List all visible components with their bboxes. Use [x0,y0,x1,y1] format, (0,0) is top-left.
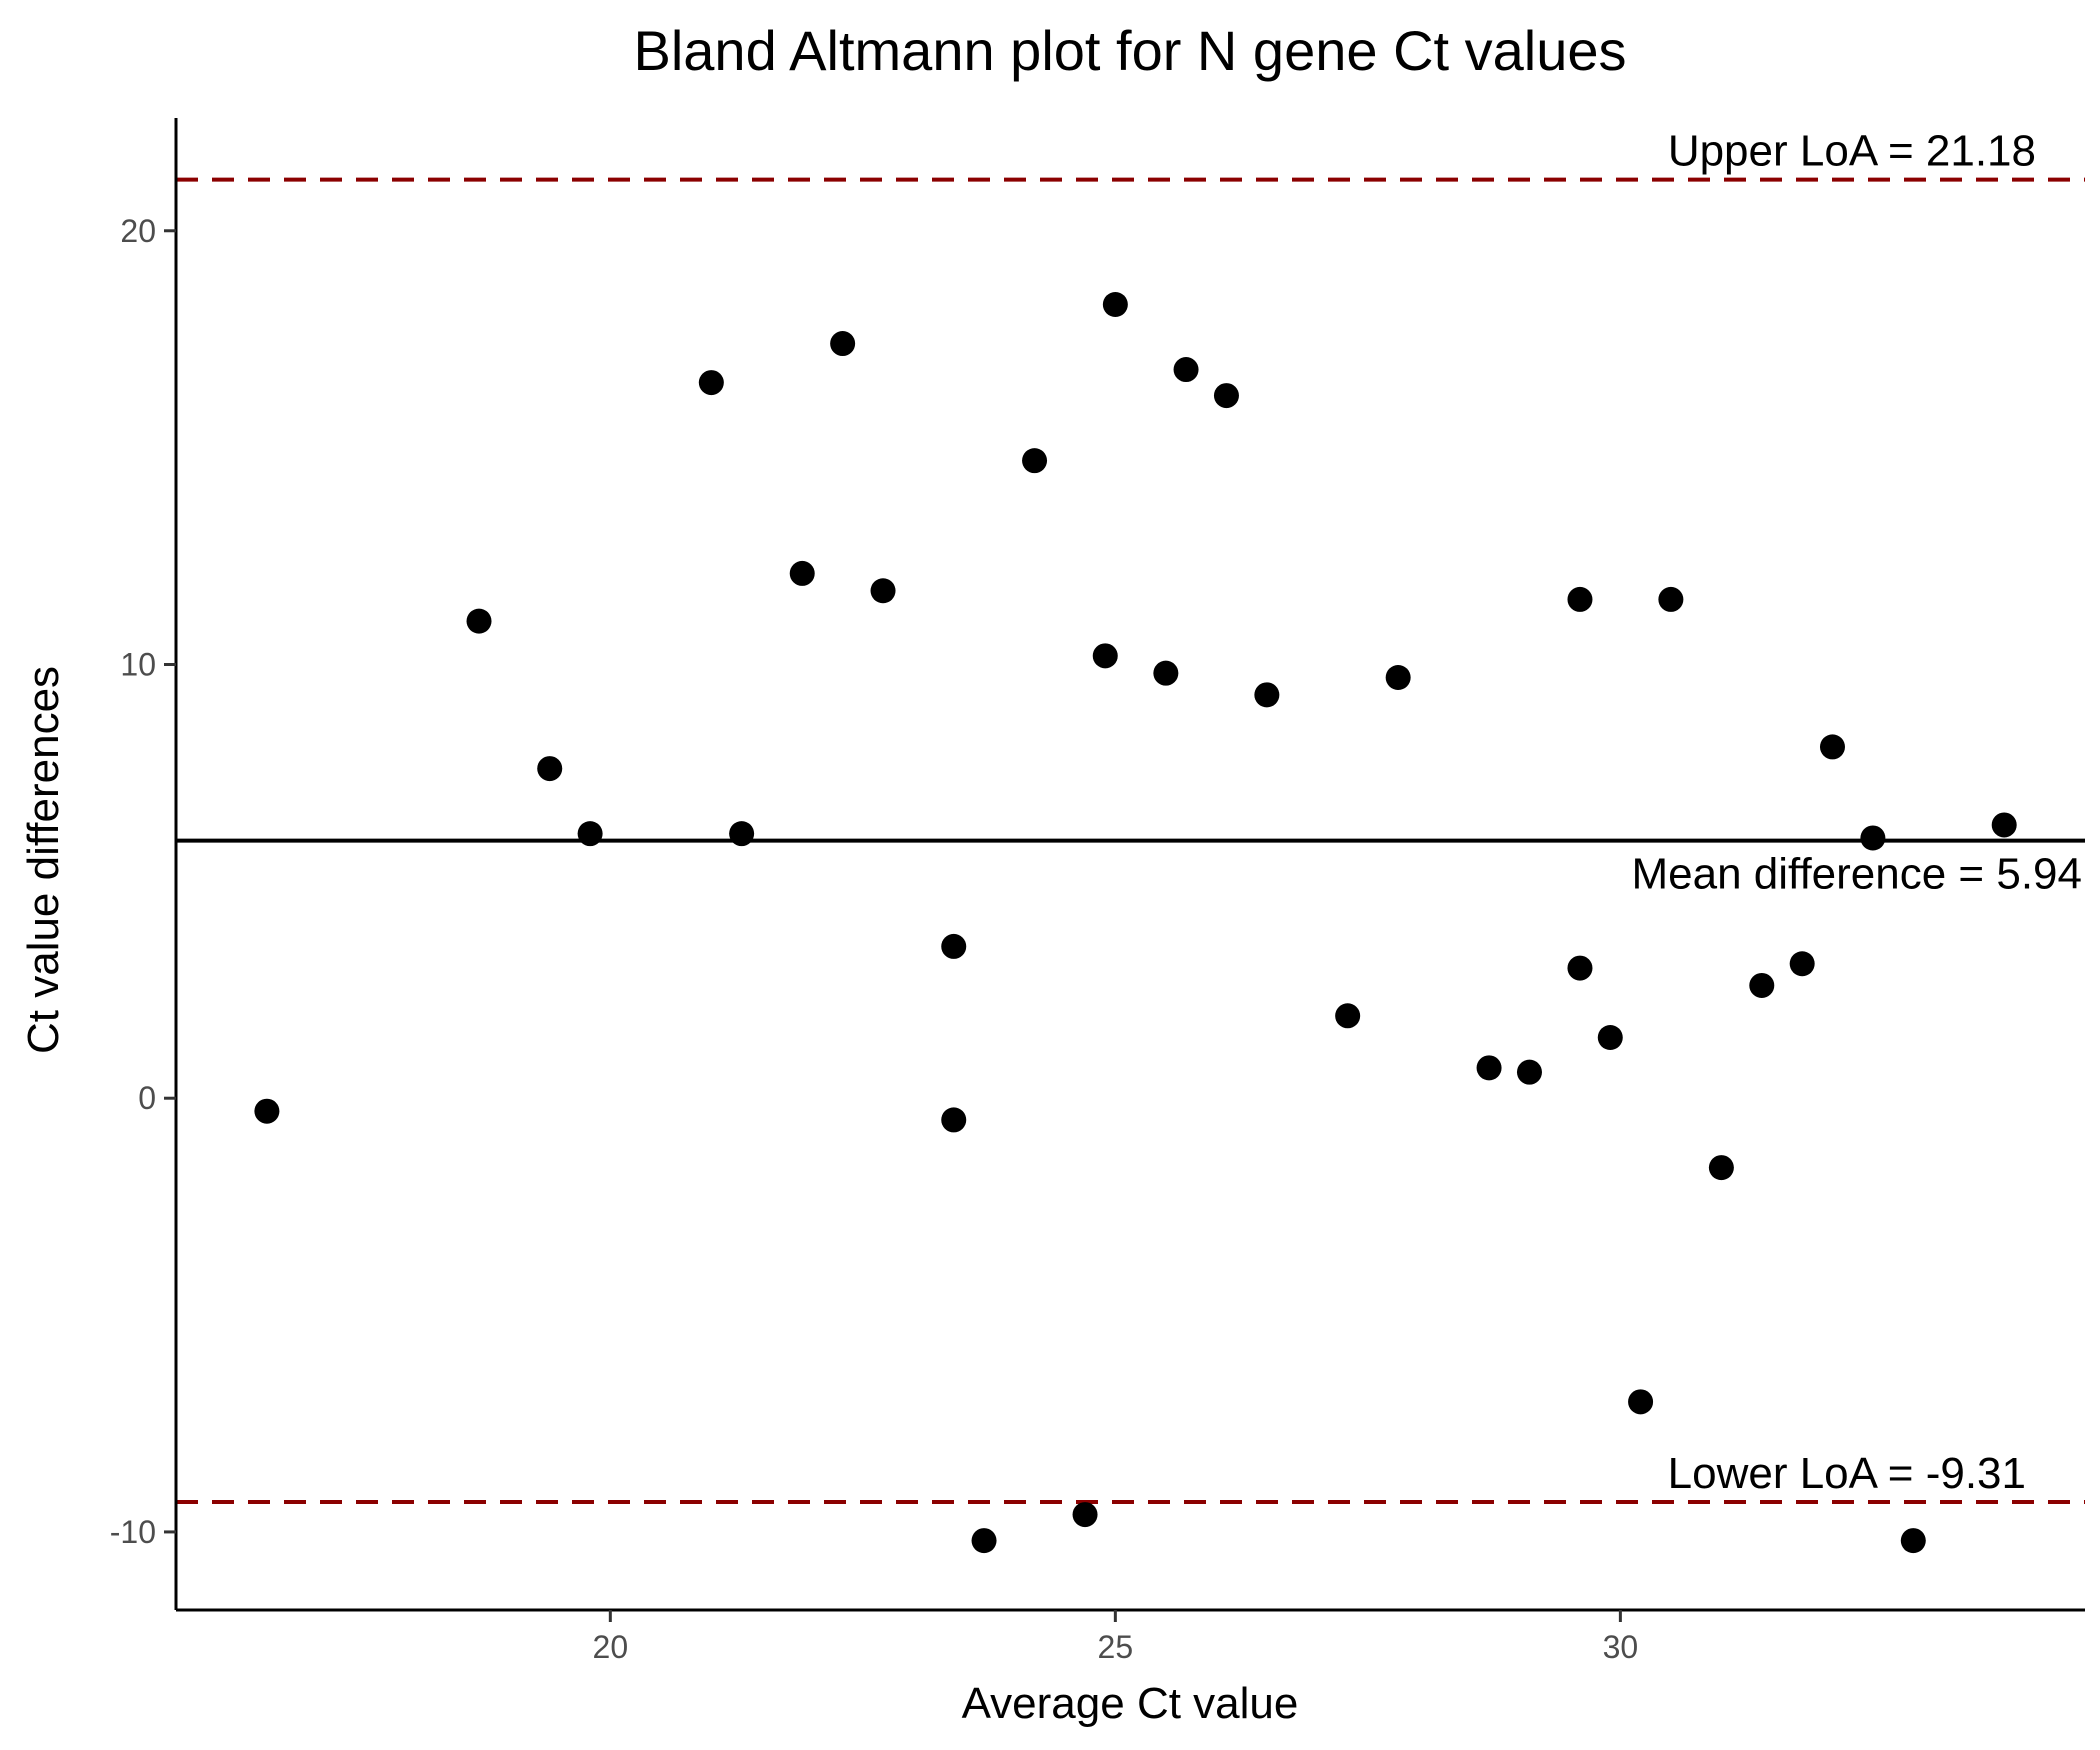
data-point [1092,643,1118,669]
data-point [466,608,492,634]
data-point [1900,1528,1926,1554]
data-point [1860,825,1886,851]
data-point [1991,812,2017,838]
data-point [789,560,815,586]
data-point [1819,734,1845,760]
x-tick-label: 30 [1603,1629,1639,1665]
data-point [1567,586,1593,612]
data-point [698,370,724,396]
y-axis-ticks: -10 0 10 20 [110,213,176,1550]
y-tick-label: 10 [120,646,156,682]
data-point [830,331,856,357]
data-point [1153,660,1179,686]
y-tick-label: 20 [120,213,156,249]
axes: 20 25 30 -10 0 10 20 [110,118,2085,1665]
data-point [941,1107,967,1133]
data-point [1628,1389,1654,1415]
data-point [870,578,896,604]
data-point [1022,448,1048,474]
chart-title: Bland Altmann plot for N gene Ct values [633,19,1626,82]
data-point [1213,383,1239,409]
reference-lines [176,177,2085,1505]
data-point [1102,292,1128,317]
data-point [537,756,563,782]
x-tick-label: 20 [593,1629,629,1665]
data-point [1476,1055,1502,1081]
x-axis-ticks: 20 25 30 [593,1610,1639,1665]
y-tick-label: 0 [138,1080,156,1116]
upper-loa-label: Upper LoA = 21.18 [1668,127,2036,176]
x-tick-label: 25 [1098,1629,1134,1665]
data-point [1072,1502,1098,1528]
data-points [254,292,2017,1554]
mean-difference-label: Mean difference = 5.94 [1631,850,2082,899]
x-axis-title: Average Ct value [962,1679,1299,1728]
data-point [1658,586,1684,612]
lower-loa-label: Lower LoA = -9.31 [1668,1449,2026,1498]
data-point [1789,951,1815,977]
data-point [577,821,603,847]
data-point [1516,1059,1542,1085]
data-point [941,933,967,959]
y-axis-title: Ct value differences [19,666,68,1054]
data-point [971,1528,997,1554]
data-point [1385,665,1411,690]
data-point [1749,972,1775,998]
data-point [729,821,755,847]
data-point [1708,1155,1734,1181]
data-point [1173,357,1199,383]
y-tick-label: -10 [110,1514,156,1550]
data-point [1597,1024,1623,1050]
data-point [1254,682,1280,708]
data-point [254,1098,280,1124]
reference-annotations: Upper LoA = 21.18 Mean difference = 5.94 L… [1631,127,2082,1498]
data-point [1567,955,1593,981]
data-point [1335,1003,1361,1029]
